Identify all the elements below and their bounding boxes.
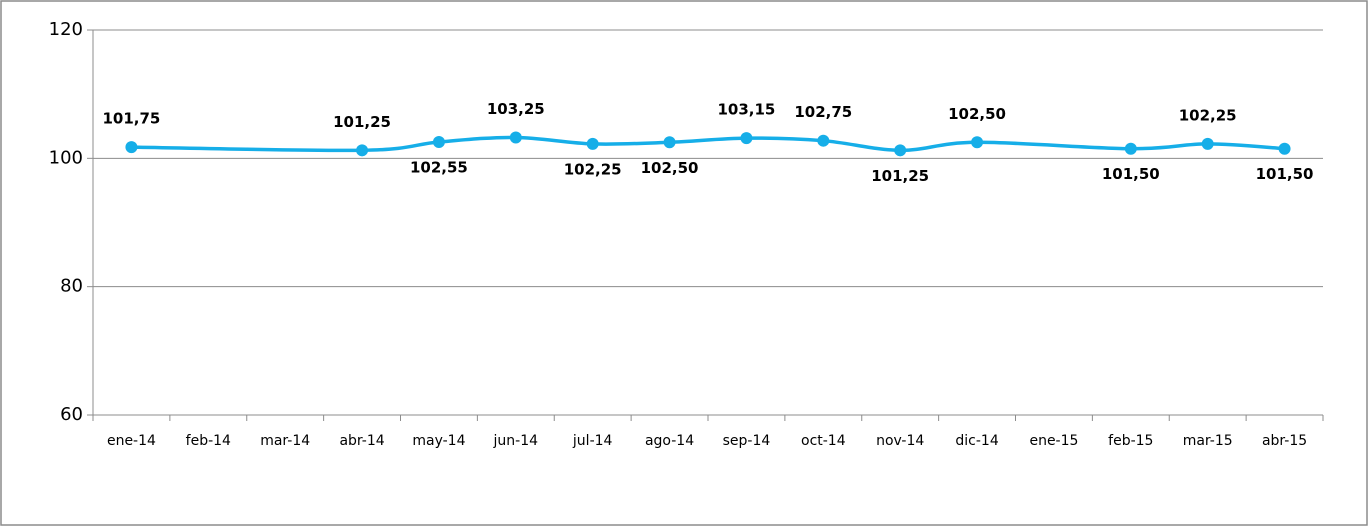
data-label: 101,50 [1256,165,1314,183]
y-tick-label: 120 [49,19,83,40]
data-label: 103,25 [487,100,545,118]
data-label: 101,25 [333,113,391,131]
data-point [1201,137,1214,150]
y-tick-label: 80 [60,276,83,297]
data-label: 102,55 [410,158,468,176]
data-point [509,131,522,144]
data-point [356,144,369,157]
x-tick-label: jul-14 [572,433,613,449]
x-tick-label: ene-15 [1029,433,1078,449]
data-label: 101,50 [1102,165,1160,183]
data-point [740,132,753,145]
data-point [663,136,676,149]
data-label: 102,25 [564,160,622,178]
data-label: 102,75 [794,103,852,121]
data-label: 102,50 [948,105,1006,123]
x-tick-label: feb-14 [186,433,231,449]
data-point [1278,142,1291,155]
data-point [817,134,830,147]
data-point [1124,142,1137,155]
data-label: 101,25 [871,167,929,185]
x-tick-label: abr-15 [1262,433,1307,449]
data-point [894,144,907,157]
data-label: 103,15 [717,101,775,119]
x-tick-label: may-14 [412,433,465,449]
x-tick-label: nov-14 [876,433,924,449]
x-tick-label: oct-14 [801,433,846,449]
x-tick-label: ago-14 [645,433,694,449]
x-tick-label: jun-14 [493,433,539,449]
series-line [131,135,1285,153]
data-label: 102,50 [641,159,699,177]
y-tick-label: 100 [49,147,83,168]
x-tick-label: ene-14 [107,433,156,449]
x-tick-label: mar-15 [1183,433,1233,449]
x-tick-label: sep-14 [723,433,771,449]
data-point [432,135,445,148]
data-label: 102,25 [1179,106,1237,124]
data-point [586,137,599,150]
x-tick-label: abr-14 [339,433,384,449]
x-tick-label: feb-15 [1108,433,1153,449]
data-point [125,141,138,154]
data-point [971,136,984,149]
x-tick-label: dic-14 [955,433,998,449]
y-tick-label: 60 [60,404,83,425]
data-label: 101,75 [102,110,160,128]
x-tick-label: mar-14 [260,433,310,449]
